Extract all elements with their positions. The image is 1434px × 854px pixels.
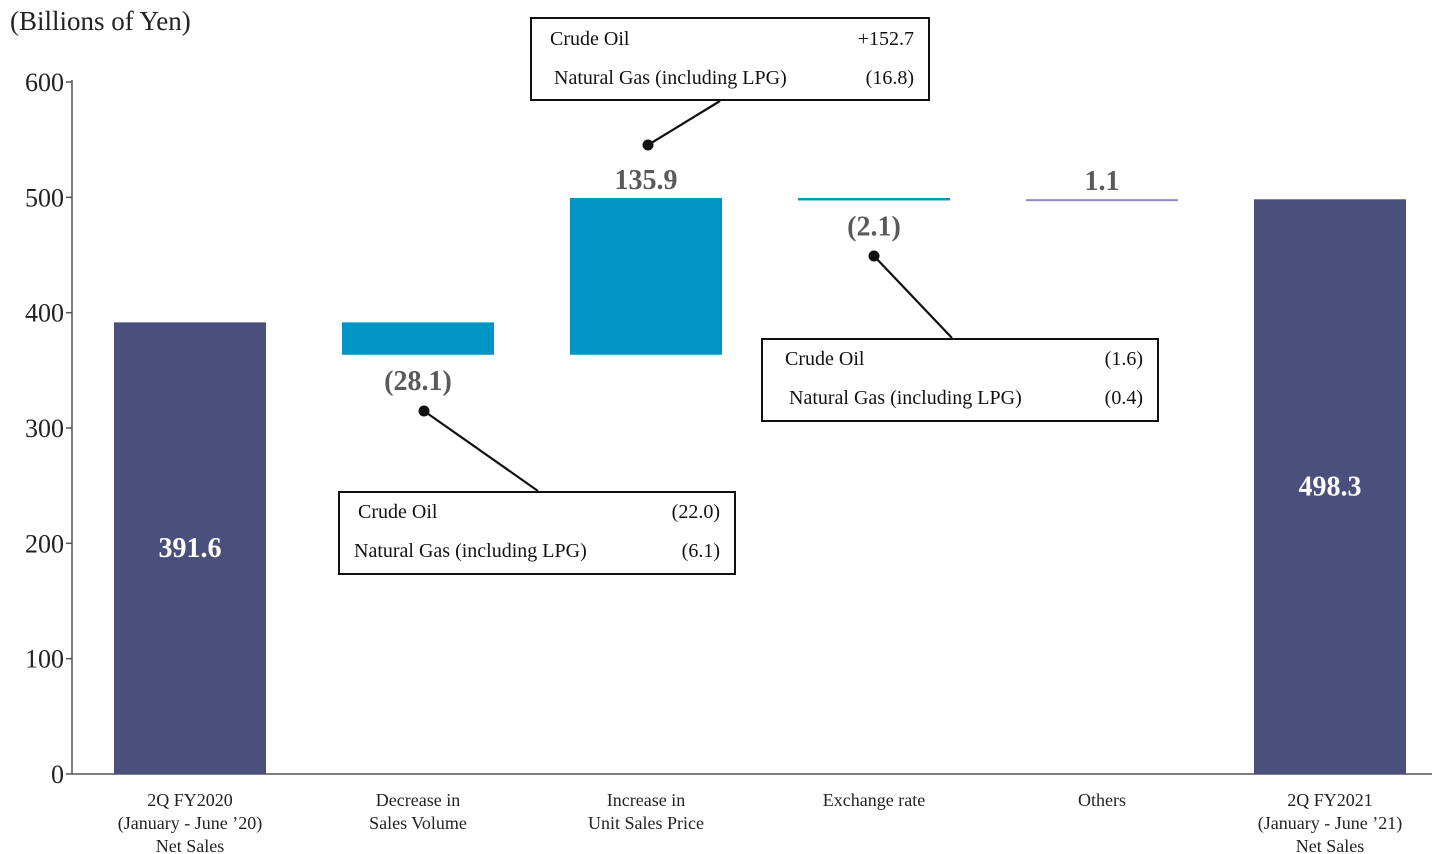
y-tick-label: 0	[51, 760, 64, 789]
bar-0	[114, 322, 266, 774]
x-category-label: Net Sales	[1296, 836, 1364, 854]
x-category-label: Net Sales	[156, 836, 224, 854]
callout-row: Crude Oil (22.0)	[340, 501, 734, 531]
callout-leader-dot	[868, 250, 880, 262]
x-category-label: Others	[1078, 790, 1126, 810]
data-label-4: 1.1	[1085, 166, 1120, 197]
callout-row-name: Natural Gas (including LPG)	[554, 67, 787, 89]
x-category-label: Exchange rate	[823, 790, 925, 810]
bar-5	[1254, 199, 1406, 774]
y-tick-label: 500	[25, 183, 64, 212]
x-category-label: Sales Volume	[369, 813, 467, 833]
x-category-label: Decrease in	[376, 790, 460, 810]
callout-unit-price-breakdown: Crude Oil +152.7 Natural Gas (including …	[530, 17, 930, 101]
callout-row-name: Natural Gas (including LPG)	[354, 540, 587, 562]
callout-row: Natural Gas (including LPG) (16.8)	[532, 67, 928, 97]
callout-row: Natural Gas (including LPG) (6.1)	[340, 540, 734, 570]
callout-leader-dot	[642, 139, 654, 151]
callout-row: Crude Oil (1.6)	[763, 348, 1157, 378]
y-tick-label: 200	[25, 529, 64, 558]
callout-row-value: (22.0)	[671, 501, 720, 523]
callout-exchange-rate-breakdown: Crude Oil (1.6) Natural Gas (including L…	[761, 338, 1159, 422]
callout-leader-dot	[418, 405, 430, 417]
bar-4	[1026, 199, 1178, 202]
callout-row-name: Crude Oil	[358, 501, 438, 523]
y-tick-label: 100	[25, 645, 64, 674]
data-label-5: 498.3	[1299, 472, 1362, 503]
y-tick-label: 300	[25, 414, 64, 443]
callout-row-name: Crude Oil	[785, 348, 865, 370]
callout-row-value: (16.8)	[865, 67, 914, 89]
callout-row: Natural Gas (including LPG) (0.4)	[763, 387, 1157, 417]
x-category-label: (January - June ’21)	[1258, 813, 1402, 834]
bar-2	[570, 198, 722, 355]
x-category-label: Increase in	[607, 790, 685, 810]
bar-3	[798, 198, 950, 201]
x-category-label: 2Q FY2020	[147, 790, 233, 810]
data-label-2: 135.9	[615, 165, 678, 196]
x-category-label: (January - June ’20)	[118, 813, 262, 834]
bar-1	[342, 322, 494, 355]
data-label-3: (2.1)	[847, 211, 901, 242]
callout-row-value: (0.4)	[1104, 387, 1143, 409]
x-category-label: 2Q FY2021	[1287, 790, 1373, 810]
callout-row-name: Crude Oil	[550, 28, 630, 50]
callout-row-value: (6.1)	[681, 540, 720, 562]
y-axis-unit-label: (Billions of Yen)	[10, 6, 191, 36]
callout-row-value: +152.7	[857, 28, 914, 50]
callout-row-name: Natural Gas (including LPG)	[789, 387, 1022, 409]
x-category-label: Unit Sales Price	[588, 813, 704, 833]
callout-row: Crude Oil +152.7	[532, 28, 928, 58]
callout-row-value: (1.6)	[1104, 348, 1143, 370]
y-tick-label: 400	[25, 299, 64, 328]
y-tick-label: 600	[25, 68, 64, 97]
data-label-0: 391.6	[159, 533, 222, 564]
data-label-1: (28.1)	[384, 366, 452, 397]
callout-leader-line	[423, 410, 539, 492]
callout-sales-volume-breakdown: Crude Oil (22.0) Natural Gas (including …	[338, 491, 736, 575]
callout-leader-line	[873, 255, 953, 339]
callout-leader-line	[647, 100, 721, 146]
